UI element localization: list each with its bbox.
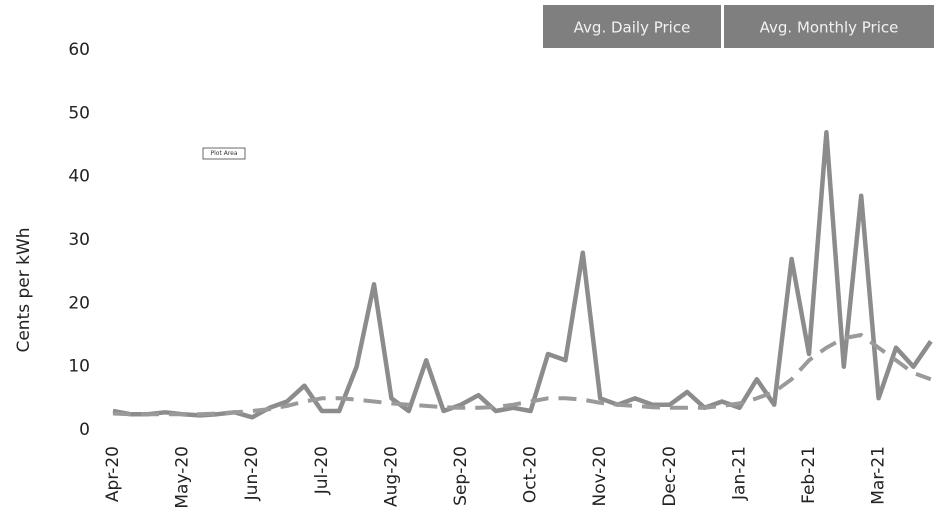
y-tick-label: 20 xyxy=(68,293,90,313)
legend-item xyxy=(724,5,934,48)
legend-item xyxy=(543,5,721,48)
x-tick-label: May-20 xyxy=(173,446,193,509)
annotation-box xyxy=(202,147,246,160)
annotation: Plot Area xyxy=(210,150,237,157)
x-tick-label: Nov-20 xyxy=(590,446,610,507)
y-tick-label: 0 xyxy=(79,420,90,440)
y-axis-label: Cents per kWh xyxy=(14,227,34,352)
x-tick-label: Dec-20 xyxy=(660,446,680,507)
y-tick-label: 10 xyxy=(68,357,90,377)
x-tick-label: Jun-20 xyxy=(242,446,262,501)
y-tick-label: 50 xyxy=(68,103,90,123)
x-tick-label: Feb-21 xyxy=(799,446,819,504)
x-tick-label: Mar-21 xyxy=(869,446,889,505)
legend-label: Avg. Monthly Price xyxy=(760,19,899,37)
y-tick-label: 40 xyxy=(68,167,90,187)
x-tick-label: Aug-20 xyxy=(381,446,401,507)
x-tick-label: Sep-20 xyxy=(451,446,471,506)
x-tick-label: Jan-21 xyxy=(729,446,749,501)
x-tick-label: Apr-20 xyxy=(103,446,123,502)
legend-label: Avg. Daily Price xyxy=(574,19,691,37)
y-tick-label: 30 xyxy=(68,230,90,250)
series-line xyxy=(112,130,933,420)
y-tick-label: 60 xyxy=(68,40,90,60)
x-tick-label: Oct-20 xyxy=(521,446,541,503)
x-tick-label: Jul-20 xyxy=(312,446,332,495)
